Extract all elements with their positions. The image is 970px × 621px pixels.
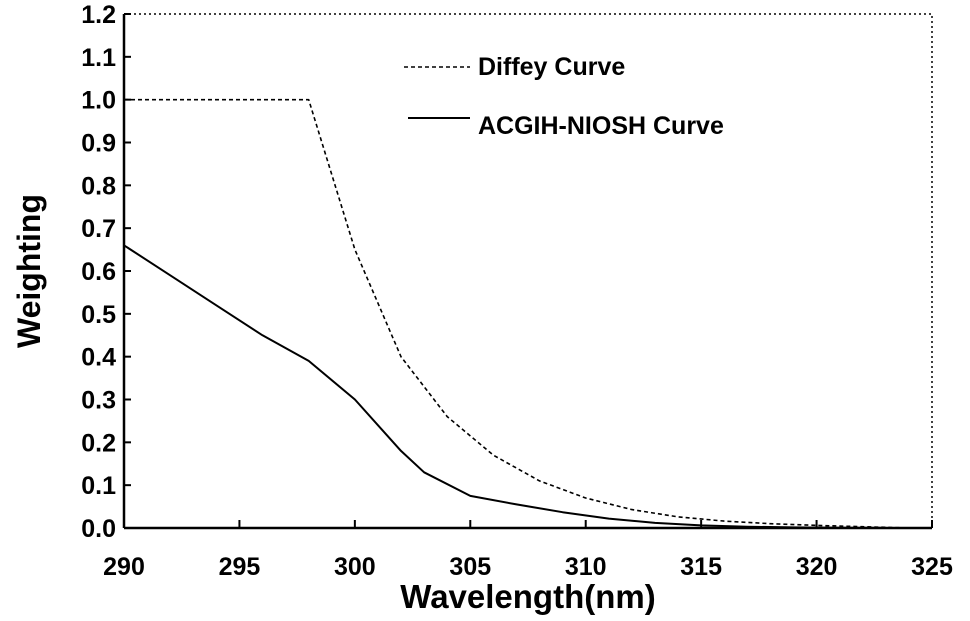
plot-frame xyxy=(123,13,933,529)
y-tick-label: 0.3 xyxy=(81,387,116,415)
x-tick-label: 325 xyxy=(911,553,953,581)
y-tick-label: 0.7 xyxy=(81,215,116,243)
x-tick-label: 320 xyxy=(796,553,838,581)
y-tick-label: 0.0 xyxy=(81,515,116,543)
legend-label-diffey: Diffey Curve xyxy=(478,53,625,81)
x-tick-label: 315 xyxy=(680,553,722,581)
y-tick-label: 0.1 xyxy=(81,472,116,500)
x-tick-label: 290 xyxy=(103,553,145,581)
x-axis-ticks: 290 295 300 305 310 315 320 325 xyxy=(103,520,953,581)
series-layer xyxy=(123,98,909,529)
y-tick-label: 0.9 xyxy=(81,130,116,158)
y-tick-label: 0.4 xyxy=(81,344,116,372)
y-tick-label: 1.0 xyxy=(81,87,116,115)
y-tick-label: 0.6 xyxy=(81,258,116,286)
x-tick-label: 305 xyxy=(449,553,491,581)
y-tick-label: 0.2 xyxy=(81,429,116,457)
y-axis-title: Weighting xyxy=(11,194,47,348)
y-tick-label: 0.8 xyxy=(81,172,116,200)
legend-label-acgih: ACGIH-NIOSH Curve xyxy=(478,112,724,140)
x-tick-label: 310 xyxy=(565,553,607,581)
series-line-diffey xyxy=(124,98,909,529)
x-axis-title: Wavelength(nm) xyxy=(400,578,655,615)
y-tick-label: 1.2 xyxy=(81,1,116,29)
legend: Diffey Curve ACGIH-NIOSH Curve xyxy=(404,53,724,140)
x-tick-label: 300 xyxy=(334,553,376,581)
x-tick-label: 295 xyxy=(219,553,261,581)
y-tick-label: 1.1 xyxy=(81,44,116,72)
series-line-acgih-niosh xyxy=(123,244,886,529)
y-tick-label: 0.5 xyxy=(81,301,116,329)
y-axis-ticks: 0.0 0.1 0.2 0.3 0.4 0.5 0.6 0.7 0.8 0.9 1.0 1.1 1.2 xyxy=(81,1,131,543)
